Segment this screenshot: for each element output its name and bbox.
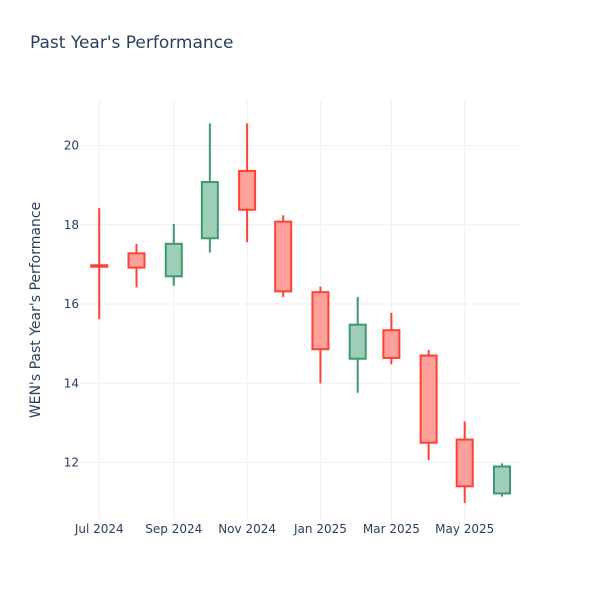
candle-body [200,181,219,240]
x-tick-label: Jan 2025 [293,522,347,536]
candle-body [348,323,367,360]
candle-layer [90,123,511,503]
candle-increasing [348,296,367,393]
candle-body [382,329,401,359]
candle-body [311,291,330,351]
candle-increasing [200,123,219,253]
candle-body [164,242,183,278]
candle-body [492,465,511,495]
candle-body [455,438,474,488]
y-axis-title: WEN's Past Year's Performance [28,202,44,418]
candle-decreasing [455,421,474,503]
candle-body [274,220,293,293]
x-tick-label: Mar 2025 [363,522,420,536]
x-tick-label: May 2025 [435,522,494,536]
y-tick-label: 20 [64,139,79,153]
candle-body [419,354,438,444]
candle-decreasing [311,286,330,384]
grid-layer [80,100,520,520]
candle-decreasing [419,350,438,461]
axis-layer: Jul 2024 Sep 2024 Nov 2024 Jan 2025 Mar 2025… [64,139,495,536]
candle-increasing [164,224,183,286]
y-tick-label: 18 [64,218,79,232]
candle-decreasing [238,123,257,243]
candle-decreasing [90,208,109,320]
x-tick-label: Sep 2024 [145,522,202,536]
y-tick-label: 14 [64,376,79,390]
x-tick-label: Nov 2024 [218,522,276,536]
chart-title: Past Year's Performance [30,33,234,53]
candle-decreasing [127,243,146,288]
y-tick-label: 12 [64,456,79,470]
candle-body [90,264,109,268]
candle-decreasing [274,215,293,297]
candle-body [238,169,257,211]
candle-body [127,252,146,269]
candle-increasing [492,463,511,497]
y-tick-label: 16 [64,297,79,311]
candle-decreasing [382,312,401,365]
x-tick-label: Jul 2024 [74,522,124,536]
